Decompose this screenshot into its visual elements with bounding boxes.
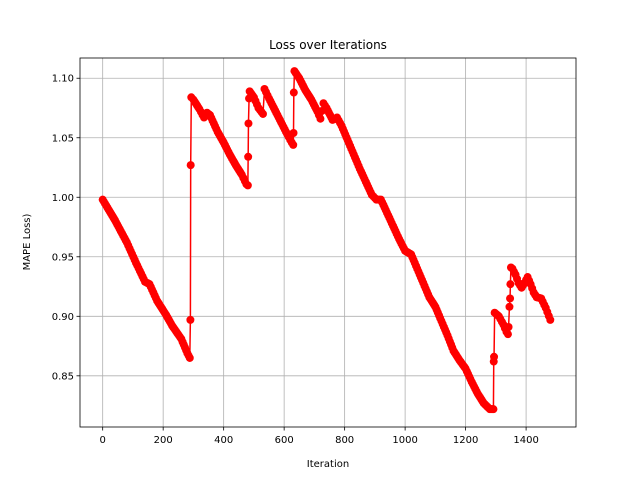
y-axis-ticks: 0.85 0.90 0.95 1.00 1.05 1.10 [52, 74, 80, 382]
data-point [289, 128, 298, 137]
data-point [289, 140, 298, 149]
data-point [504, 323, 513, 332]
data-point [258, 109, 267, 118]
y-tick-label: 1.00 [52, 193, 74, 204]
x-tick-label: 1000 [392, 435, 417, 446]
x-tick-label: 800 [335, 435, 354, 446]
x-tick-label: 0 [99, 435, 105, 446]
y-tick-label: 0.90 [52, 312, 74, 323]
data-point [506, 294, 515, 303]
data-point [289, 88, 298, 97]
x-tick-label: 1200 [453, 435, 478, 446]
x-tick-label: 600 [275, 435, 294, 446]
data-point [506, 280, 515, 289]
y-axis-label: MAPE Loss) [22, 213, 33, 270]
data-point [244, 152, 253, 161]
x-tick-label: 1400 [513, 435, 538, 446]
data-point [186, 161, 195, 170]
data-point [503, 330, 512, 339]
y-tick-label: 0.85 [52, 371, 74, 382]
data-point [489, 405, 498, 414]
plot-frame [79, 57, 577, 428]
data-point [186, 315, 195, 324]
x-tick-label: 200 [154, 435, 173, 446]
chart-title: Loss over Iterations [269, 38, 387, 52]
data-point [505, 302, 514, 311]
data-point [244, 119, 253, 128]
y-tick-label: 0.95 [52, 252, 74, 263]
data-point [316, 114, 325, 123]
y-tick-label: 1.10 [52, 74, 74, 85]
data-point [490, 352, 499, 361]
series-markers [98, 67, 555, 414]
data-point [546, 315, 555, 324]
x-axis-label: Iteration [307, 459, 349, 470]
x-axis-ticks: 0 200 400 600 800 1000 1200 1400 [99, 427, 539, 446]
data-point [243, 181, 252, 190]
y-tick-label: 1.05 [52, 133, 74, 144]
data-point [185, 353, 194, 362]
x-tick-label: 400 [214, 435, 233, 446]
